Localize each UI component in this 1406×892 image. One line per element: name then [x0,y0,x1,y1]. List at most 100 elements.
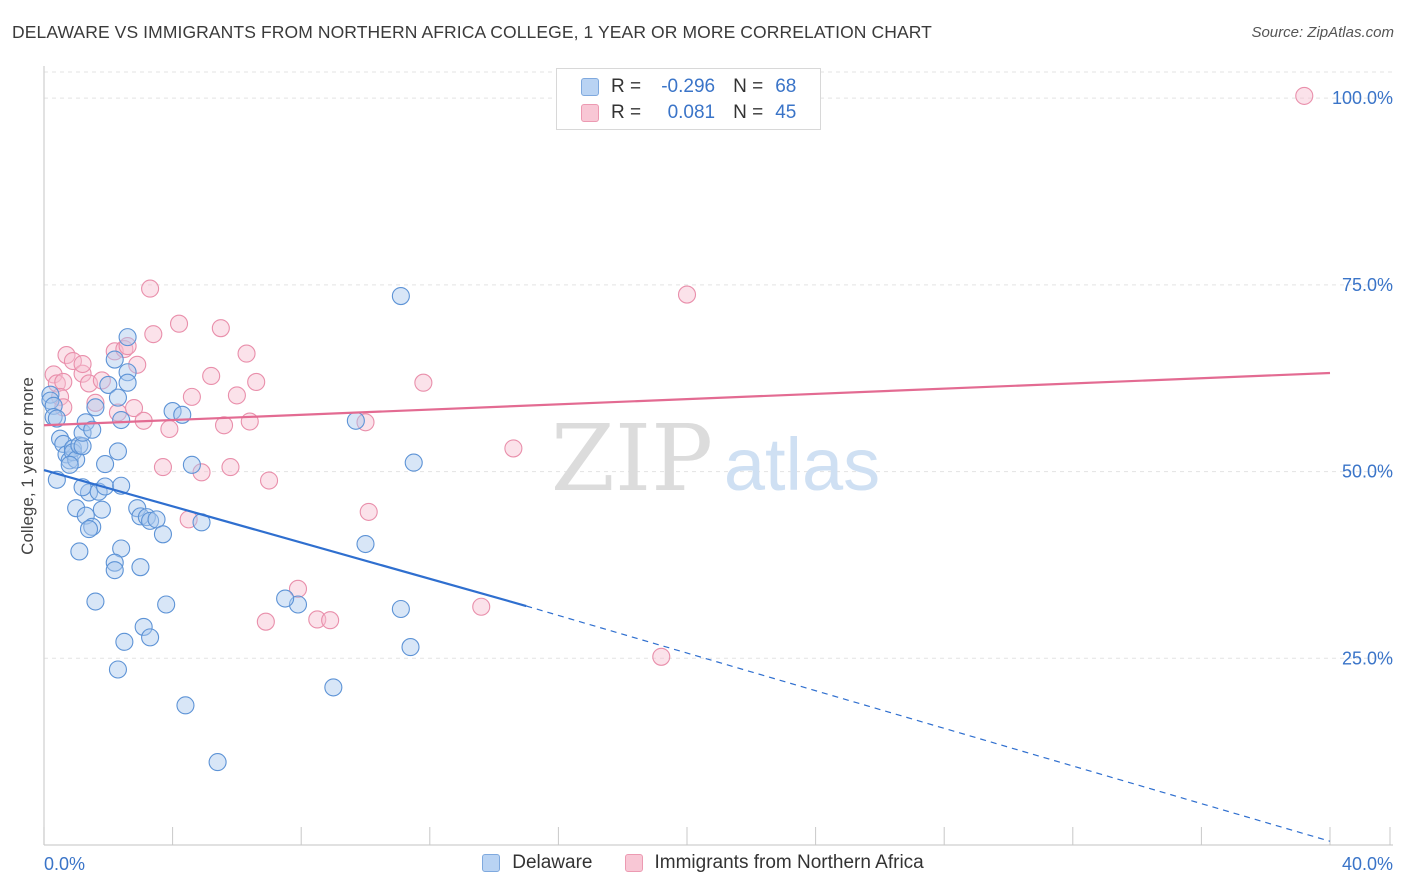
x-tick-label: 40.0% [1342,854,1393,874]
y-tick-label: 75.0% [1342,275,1393,295]
immigrants-point [54,372,73,391]
delaware-swatch [581,78,599,96]
trend-lines [43,371,1331,842]
n-label: N = [733,76,764,97]
delaware-point [105,350,124,369]
delaware-r-value: -0.296 [661,76,716,97]
immigrants-trend-line [43,371,1331,427]
n-label: N = [733,102,764,123]
delaware-point [153,525,173,544]
delaware-point [60,455,79,474]
delaware-point [86,592,105,611]
delaware-point [67,499,86,518]
delaware-point [51,429,70,448]
immigrants-point [214,416,234,435]
delaware-point [83,517,102,536]
delaware-point [86,398,105,417]
source-credit: Source: ZipAtlas.com [1251,24,1394,41]
delaware-point [105,561,124,580]
delaware-n-value: 68 [775,76,797,97]
immigrants-point [141,279,160,298]
delaware-point [147,510,166,529]
immigrants-point [192,463,211,482]
delaware-point [208,753,227,772]
immigrants-point [359,502,378,521]
immigrants-n-value: 45 [775,102,797,123]
immigrants-point [247,372,266,391]
delaware-point [70,542,89,561]
immigrants-point [124,399,144,418]
r-label: R = [611,76,642,97]
legend-item-immigrants[interactable]: Immigrants from Northern Africa [624,852,924,874]
immigrants-r-value: 0.081 [667,102,716,123]
chart-title: DELAWARE VS IMMIGRANTS FROM NORTHERN AFR… [12,22,932,42]
immigrants-legend-swatch [624,854,643,872]
delaware-point [96,455,115,474]
immigrants-point [677,285,697,304]
immigrants-point [169,314,189,333]
immigrants-point [356,413,375,432]
legend-label-delaware: Delaware [512,852,593,873]
correlation-stats-box: R = -0.296 N = 68 R = 0.081 N = 45 [556,68,821,130]
chart-legend: Delaware Immigrants from Northern Africa [0,852,1406,874]
delaware-points [41,287,423,772]
legend-label-immigrants: Immigrants from Northern Africa [654,852,924,873]
delaware-point [391,287,410,306]
immigrants-point [86,393,105,412]
delaware-legend-swatch [482,854,501,872]
immigrants-point [227,386,246,405]
immigrants-point [202,366,221,386]
immigrants-points [44,86,1314,666]
delaware-trend-line [43,469,527,608]
immigrants-point [221,458,240,477]
delaware-point [118,373,137,392]
delaware-point [182,455,201,474]
delaware-point [346,411,365,430]
delaware-point [115,632,134,651]
watermark-zip: ZIP [551,405,713,512]
delaware-point [92,500,111,519]
y-tick-label: 50.0% [1342,462,1393,482]
tick-labels: 25.0% 50.0% 75.0% 100.0% 0.0% 40.0% [44,88,1393,874]
immigrants-point [144,325,163,344]
watermark-atlas: atlas [724,423,880,506]
delaware-point [79,520,99,539]
immigrants-point [1295,86,1314,105]
delaware-point [47,409,66,428]
immigrants-point [47,374,66,393]
delaware-point [41,385,60,404]
delaware-point [324,678,343,697]
immigrants-point [472,597,491,616]
axes [43,66,1393,846]
delaware-point [401,638,420,657]
immigrants-point [237,344,256,363]
y-axis-label: College, 1 year or more [18,377,37,555]
delaware-point [356,534,375,554]
delaware-point [404,453,423,472]
immigrants-point [256,612,275,631]
stats-row-immigrants: R = 0.081 N = 45 [581,100,796,126]
delaware-point [83,420,102,439]
immigrants-point [211,319,230,338]
stats-row-delaware: R = -0.296 N = 68 [581,74,796,100]
immigrants-point [259,471,279,490]
immigrants-point [288,579,308,598]
immigrants-point [153,458,173,477]
delaware-point [112,410,131,430]
delaware-point [134,617,153,636]
x-tick-label: 0.0% [44,854,85,874]
delaware-point [157,595,176,614]
delaware-point [391,599,410,619]
immigrants-swatch [581,104,599,122]
immigrants-point [504,439,523,458]
delaware-point [105,553,124,572]
immigrants-point [128,355,147,374]
gridlines [44,71,1393,659]
legend-item-delaware[interactable]: Delaware [482,852,593,874]
delaware-point [108,388,127,407]
delaware-point [118,363,137,382]
delaware-point [276,589,295,608]
immigrants-point [308,610,327,629]
immigrants-point [182,387,201,406]
